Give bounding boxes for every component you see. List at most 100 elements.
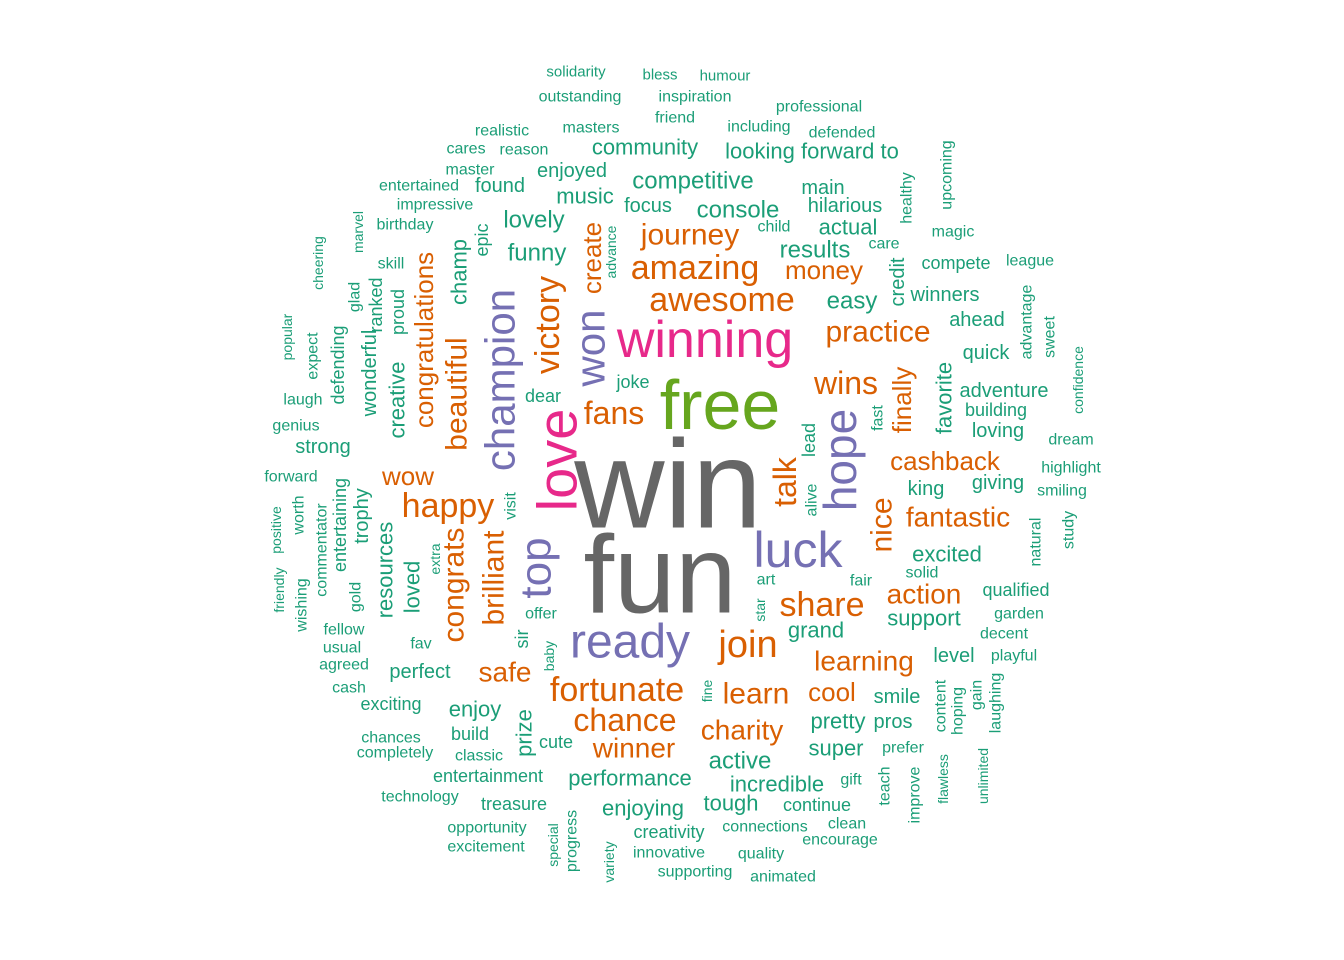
word-extra: extra (427, 543, 443, 574)
word-art: art (757, 572, 776, 589)
word-excited: excited (912, 542, 982, 567)
word-winning: winning (616, 311, 793, 369)
word-qualified: qualified (982, 580, 1049, 600)
word-impressive: impressive (397, 197, 474, 214)
word-supporting: supporting (658, 864, 733, 881)
word-champion: champion (477, 289, 524, 471)
word-learn: learn (723, 678, 790, 711)
word-laughing: laughing (988, 673, 1005, 734)
word-wishing: wishing (294, 578, 311, 632)
word-gift: gift (840, 772, 862, 789)
word-nice: nice (866, 497, 899, 552)
word-hilarious: hilarious (808, 195, 882, 217)
word-glad: glad (347, 282, 364, 312)
word-finally: finally (887, 367, 917, 433)
word-pretty: pretty (810, 709, 865, 734)
word-victory: victory (529, 276, 567, 374)
word-animated: animated (750, 869, 816, 886)
word-outstanding: outstanding (539, 89, 622, 106)
word-dream: dream (1048, 432, 1093, 449)
word-fav: fav (410, 636, 431, 653)
word-humour: humour (700, 68, 751, 85)
word-community: community (592, 135, 698, 160)
word-grand: grand (788, 618, 844, 643)
word-improve: improve (907, 766, 924, 823)
word-learning: learning (814, 646, 914, 677)
word-money: money (785, 255, 863, 285)
word-free: free (660, 366, 781, 444)
word-positive: positive (268, 506, 284, 554)
word-usual: usual (323, 640, 361, 657)
word-amazing: amazing (631, 249, 760, 287)
word-congrats: congrats (438, 527, 471, 642)
word-ahead: ahead (949, 309, 1005, 331)
word-cute: cute (539, 732, 573, 752)
word-content: content (933, 679, 950, 732)
word-joke: joke (615, 372, 649, 392)
word-congratulations: congratulations (409, 252, 439, 428)
word-excitement: excitement (447, 839, 525, 856)
word-fortunate: fortunate (550, 671, 684, 709)
word-fun: fun (584, 514, 737, 637)
word-completely: completely (357, 745, 433, 762)
word-popular: popular (279, 313, 295, 360)
word-smiling: smiling (1037, 483, 1087, 500)
word-care: care (868, 236, 899, 253)
word-loved: loved (400, 561, 425, 614)
word-baby: baby (541, 641, 557, 671)
word-study: study (1061, 511, 1078, 549)
word-prize: prize (512, 709, 537, 757)
word-action: action (887, 579, 962, 610)
word-active: active (709, 748, 772, 775)
word-star: star (752, 598, 768, 622)
word-top: top (512, 537, 561, 598)
word-pros: pros (874, 711, 913, 733)
word-loving: loving (972, 420, 1024, 442)
word-music: music (556, 184, 613, 209)
word-wonderful: wonderful (359, 330, 381, 418)
word-chances: chances (361, 730, 421, 747)
word-solid: solid (906, 565, 939, 582)
word-charity: charity (701, 715, 783, 746)
word-safe: safe (479, 657, 532, 688)
word-building: building (965, 400, 1027, 420)
word-gold: gold (348, 582, 365, 612)
word-champ: champ (447, 239, 472, 305)
word-hoping: hoping (950, 687, 967, 735)
word-expect: expect (305, 332, 322, 380)
word-master: master (446, 162, 496, 179)
word-entertaining: entertaining (330, 478, 350, 572)
word-league: league (1006, 253, 1054, 270)
word-fair: fair (850, 573, 873, 590)
word-practice: practice (825, 316, 930, 349)
word-friend: friend (655, 110, 695, 127)
word-win: win (573, 416, 762, 555)
word-gain: gain (969, 680, 986, 710)
word-technology: technology (381, 789, 458, 806)
word-innovative: innovative (633, 845, 705, 862)
word-creativity: creativity (633, 822, 704, 842)
word-exciting: exciting (360, 694, 421, 714)
word-cheering: cheering (310, 236, 326, 290)
word-unlimited: unlimited (975, 748, 991, 804)
word-focus: focus (624, 195, 672, 217)
word-cash: cash (332, 680, 366, 697)
word-favorite: favorite (932, 362, 957, 434)
word-classic: classic (455, 748, 503, 765)
word-happy: happy (402, 487, 495, 525)
word-resources: resources (373, 522, 398, 619)
word-lead: lead (799, 423, 819, 457)
word-clean: clean (828, 816, 866, 833)
word-sweet: sweet (1042, 316, 1059, 358)
word-lovely: lovely (503, 207, 564, 234)
word-luck: luck (754, 522, 844, 578)
word-super: super (808, 736, 863, 761)
word-entertainment: entertainment (433, 766, 543, 786)
word-healthy: healthy (899, 172, 916, 224)
word-cares: cares (446, 141, 485, 158)
word-confidence: confidence (1070, 346, 1086, 414)
word-actual: actual (819, 215, 878, 240)
word-professional: professional (776, 99, 862, 116)
word-decent: decent (980, 626, 1029, 643)
